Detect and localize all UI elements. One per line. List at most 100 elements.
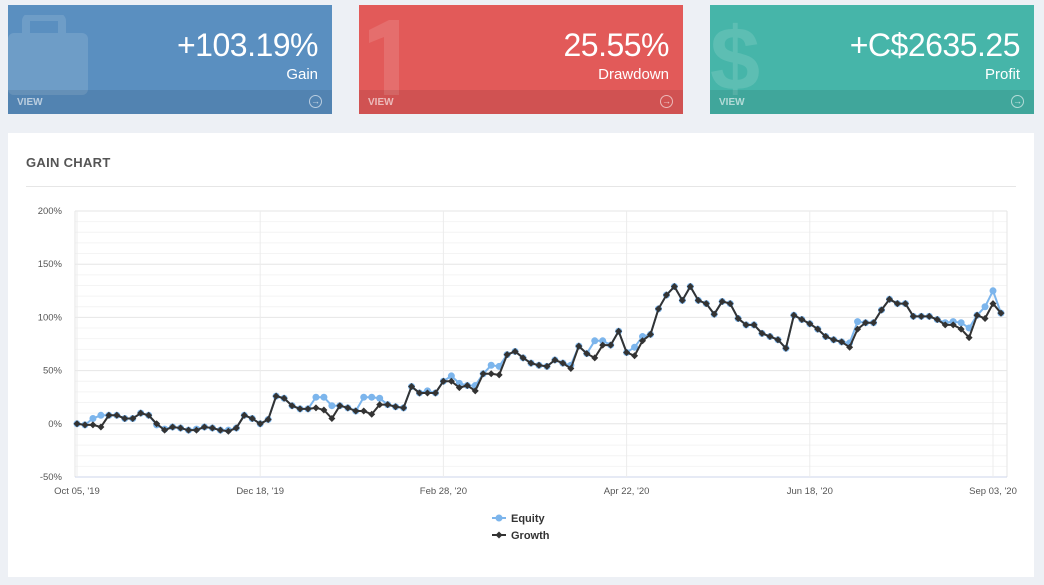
growth-point[interactable] — [846, 343, 854, 351]
growth-point[interactable] — [782, 344, 790, 352]
growth-point[interactable] — [997, 309, 1005, 317]
growth-point[interactable] — [949, 321, 957, 329]
growth-point[interactable] — [336, 402, 344, 410]
growth-point[interactable] — [854, 325, 862, 333]
growth-point[interactable] — [384, 401, 392, 409]
growth-point[interactable] — [838, 338, 846, 346]
drawdown-view-bar[interactable]: VIEW → — [359, 90, 683, 114]
growth-point[interactable] — [965, 334, 973, 342]
growth-point[interactable] — [543, 362, 551, 370]
growth-point[interactable] — [455, 384, 463, 392]
growth-point[interactable] — [615, 327, 623, 335]
growth-point[interactable] — [121, 414, 129, 422]
growth-point[interactable] — [81, 421, 89, 429]
arrow-right-circle-icon[interactable]: → — [309, 95, 322, 108]
growth-point[interactable] — [208, 424, 216, 432]
growth-point[interactable] — [941, 321, 949, 329]
equity-point[interactable] — [981, 303, 989, 311]
equity-point[interactable] — [360, 393, 368, 401]
arrow-right-circle-icon[interactable]: → — [1011, 95, 1024, 108]
growth-point[interactable] — [224, 427, 232, 435]
growth-point[interactable] — [376, 401, 384, 409]
growth-point[interactable] — [798, 316, 806, 324]
growth-point[interactable] — [487, 370, 495, 378]
growth-point[interactable] — [694, 296, 702, 304]
growth-point[interactable] — [758, 329, 766, 337]
growth-point[interactable] — [654, 305, 662, 313]
growth-point[interactable] — [575, 342, 583, 350]
equity-point[interactable] — [989, 287, 997, 295]
growth-point[interactable] — [431, 389, 439, 397]
equity-point[interactable] — [89, 414, 97, 422]
growth-point[interactable] — [559, 359, 567, 367]
growth-point[interactable] — [272, 392, 280, 400]
growth-point[interactable] — [631, 352, 639, 360]
growth-point[interactable] — [105, 411, 113, 419]
growth-point[interactable] — [774, 336, 782, 344]
growth-point[interactable] — [750, 321, 758, 329]
growth-point[interactable] — [248, 414, 256, 422]
growth-point[interactable] — [917, 312, 925, 320]
growth-point[interactable] — [933, 316, 941, 324]
growth-point[interactable] — [702, 300, 710, 308]
growth-point[interactable] — [352, 407, 360, 415]
equity-point[interactable] — [854, 318, 862, 326]
growth-point[interactable] — [360, 407, 368, 415]
growth-point[interactable] — [623, 349, 631, 357]
growth-point[interactable] — [726, 300, 734, 308]
growth-point[interactable] — [551, 356, 559, 364]
legend-item-equity[interactable]: Equity — [492, 513, 545, 525]
growth-point[interactable] — [161, 426, 169, 434]
view-link[interactable]: VIEW — [368, 97, 394, 108]
view-link[interactable]: VIEW — [719, 97, 745, 108]
growth-point[interactable] — [519, 354, 527, 362]
growth-point[interactable] — [113, 411, 121, 419]
growth-point[interactable] — [686, 283, 694, 291]
growth-point[interactable] — [256, 420, 264, 428]
growth-point[interactable] — [893, 300, 901, 308]
growth-point[interactable] — [304, 405, 312, 413]
growth-point[interactable] — [288, 402, 296, 410]
equity-point[interactable] — [487, 361, 495, 369]
equity-point[interactable] — [368, 393, 376, 401]
growth-point[interactable] — [822, 333, 830, 341]
equity-point[interactable] — [631, 343, 639, 351]
profit-card[interactable]: $ +C$2635.25 Profit VIEW → — [710, 5, 1034, 114]
view-link[interactable]: VIEW — [17, 97, 43, 108]
growth-point[interactable] — [145, 411, 153, 419]
growth-point[interactable] — [423, 389, 431, 397]
growth-point[interactable] — [734, 314, 742, 322]
growth-point[interactable] — [216, 426, 224, 434]
growth-point[interactable] — [447, 377, 455, 385]
growth-point[interactable] — [232, 424, 240, 432]
growth-point[interactable] — [710, 310, 718, 318]
growth-point[interactable] — [662, 291, 670, 299]
growth-point[interactable] — [973, 311, 981, 319]
growth-point[interactable] — [503, 351, 511, 359]
growth-point[interactable] — [639, 337, 647, 345]
growth-point[interactable] — [957, 325, 965, 333]
gain-card[interactable]: +103.19% Gain VIEW → — [8, 5, 332, 114]
growth-point[interactable] — [344, 404, 352, 412]
growth-point[interactable] — [479, 370, 487, 378]
profit-view-bar[interactable]: VIEW → — [710, 90, 1034, 114]
growth-point[interactable] — [264, 416, 272, 424]
growth-point[interactable] — [495, 371, 503, 379]
growth-point[interactable] — [192, 426, 200, 434]
equity-point[interactable] — [447, 372, 455, 380]
growth-point[interactable] — [607, 341, 615, 349]
equity-point[interactable] — [97, 411, 105, 419]
growth-point[interactable] — [909, 312, 917, 320]
growth-point[interactable] — [471, 387, 479, 395]
growth-point[interactable] — [885, 295, 893, 303]
equity-point[interactable] — [376, 394, 384, 402]
growth-point[interactable] — [177, 424, 185, 432]
growth-point[interactable] — [400, 404, 408, 412]
growth-point[interactable] — [89, 421, 97, 429]
growth-point[interactable] — [185, 426, 193, 434]
growth-point[interactable] — [567, 364, 575, 372]
equity-point[interactable] — [328, 402, 336, 410]
growth-point[interactable] — [527, 359, 535, 367]
growth-point[interactable] — [328, 414, 336, 422]
growth-point[interactable] — [790, 311, 798, 319]
